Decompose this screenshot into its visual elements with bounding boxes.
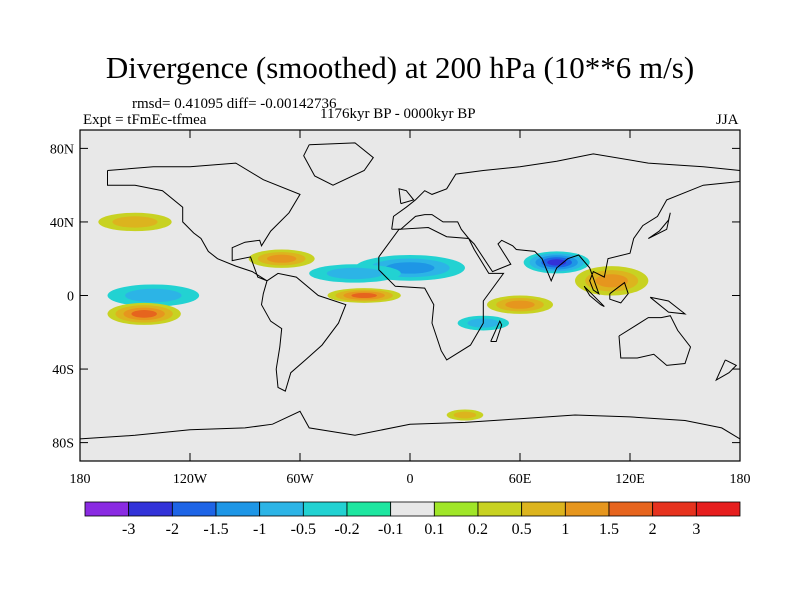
north-pacific-divergence [98,212,172,232]
lat-tick-label: 80S [52,437,74,452]
central-america-divergence-band [267,254,297,263]
colorbar-label: 0.5 [512,521,532,538]
colorbar-swatch [171,501,217,517]
colorbar-label: 3 [692,521,700,538]
indian-ocean-divergence [487,295,553,314]
south-pacific-divergence-band [131,310,157,318]
colorbar-label: -0.5 [291,521,316,538]
colorbar-swatch [652,501,697,517]
south-asia-convergence [523,251,590,274]
sumatra-coast [583,285,605,307]
colorbar-swatch [346,501,392,517]
lon-tick-label: 180 [70,472,91,487]
coastlines [80,142,740,440]
colorbar-swatch [84,501,130,517]
colorbar-label: 0.2 [468,521,488,538]
tropical-atlantic-convergence [309,264,401,283]
equatorial-atlantic-divergence-band [351,292,377,299]
uk-coast [398,188,415,205]
colorbar-label: -2 [166,521,179,538]
colorbar-swatch [521,501,566,517]
maritime-continent-divergence-band [595,274,628,288]
north-pacific-divergence-band [112,216,158,228]
tropical-atlantic-convergence-band [326,267,384,280]
new-guinea-coast [649,296,687,315]
colorbar-label: -3 [122,521,135,538]
antarctic-divergence [446,409,484,421]
colorbar-swatch [390,501,435,517]
period-label: 1176kyr BP - 0000kyr BP [320,106,476,122]
south-pacific-divergence [107,302,181,325]
colorbar-swatch [128,501,173,517]
maritime-continent-divergence [575,266,649,296]
colorbar-label: 1 [561,521,569,538]
lon-tick-label: 60E [509,472,532,487]
lon-tick-label: 0 [407,472,414,487]
colorbar-label: -0.2 [334,521,359,538]
north-africa-convergence [355,255,465,281]
africa-coast [378,226,505,361]
indian-ocean-divergence-band [505,300,535,309]
colorbar-label: 0.1 [424,521,444,538]
greenland-coast [303,142,374,186]
antarctica-coast [80,410,740,440]
colorbar-swatch [433,501,479,517]
equatorial-atlantic-divergence [327,288,401,303]
south-america-coast [260,272,347,392]
eurasia-coast [391,153,740,295]
lat-tick-label: 0 [67,290,74,305]
experiment-label: Expt = tFmEc-tfmea [83,112,207,128]
colorbar-label: -0.1 [378,521,403,538]
colorbar-label: 2 [649,521,657,538]
australia-coast [618,315,692,366]
plot-title: Divergence (smoothed) at 200 hPa (10**6 … [105,50,695,85]
colorbar-swatch [215,501,261,517]
colorbar-swatch [695,501,741,517]
central-america-divergence [248,249,315,268]
lon-tick-label: 60W [286,472,314,487]
colorbar-swatch [608,501,654,517]
lon-tick-label: 120E [615,472,645,487]
japan-coast [648,212,671,239]
lat-tick-label: 40S [52,363,74,378]
lon-tick-label: 120W [173,472,208,487]
madagascar-coast [490,320,503,342]
colorbar-swatch [477,501,523,517]
lat-tick-label: 80N [50,142,74,157]
north-america-coast [107,162,301,282]
colorbar-label: 1.5 [599,521,619,538]
lat-tick-label: 40N [50,216,74,231]
lon-tick-label: 180 [730,472,751,487]
season-label: JJA [716,112,739,128]
lon-axis: 180 120W 60W 0 60E 120E 180 [70,130,751,487]
antarctic-divergence-band [453,411,477,419]
stats-label: rmsd= 0.41095 diff= -0.00142736 [132,96,337,112]
colorbar-swatch [564,501,610,517]
colorbar-swatch [259,501,304,517]
east-pacific-convergence-band [125,288,182,303]
colorbar: -3 -2 -1.5 -1 -0.5 -0.2 -0.1 0.1 0.2 0.5 1 1.5 2 3 [84,501,741,538]
colorbar-label: -1.5 [203,521,228,538]
new-zealand-coast [715,359,738,382]
colorbar-label: -1 [253,521,266,538]
lat-axis: 80N 40N 0 40S 80S [50,142,740,452]
borneo-coast [609,281,629,304]
east-pacific-convergence [107,284,200,307]
colorbar-swatch [302,501,348,517]
